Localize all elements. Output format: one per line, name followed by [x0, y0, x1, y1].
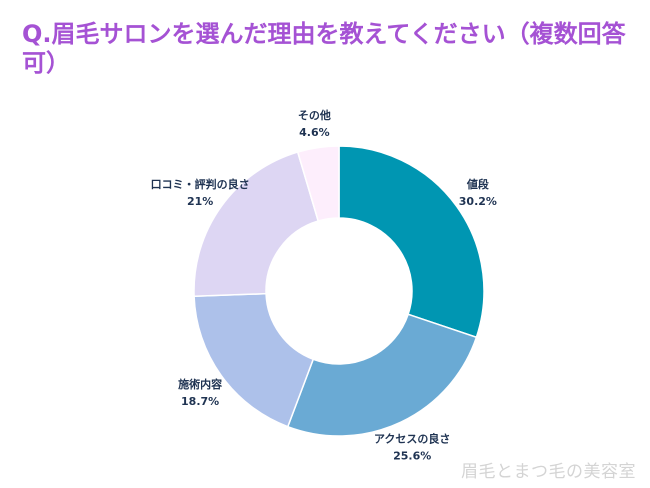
slice-value-0: 30.2% [459, 195, 497, 208]
slice-label-4: その他 [298, 108, 331, 122]
slice-label-3: 口コミ・評判の良さ [151, 177, 250, 191]
donut-slices [193, 145, 485, 437]
slice-label-0: 値段 [466, 177, 489, 191]
watermark: 眉毛とまつ毛の美容室 [461, 462, 636, 482]
slice-3 [193, 151, 320, 298]
slice-0 [338, 145, 485, 339]
slice-4 [296, 145, 340, 222]
slice-value-4: 4.6% [299, 126, 330, 139]
slice-1 [286, 313, 478, 437]
slice-value-2: 18.7% [181, 395, 219, 408]
slice-label-2: 施術内容 [178, 377, 222, 391]
slice-value-3: 21% [187, 195, 213, 208]
slice-label-1: アクセスの良さ [374, 432, 450, 446]
slice-labels: 値段 30.2% アクセスの良さ 25.6% 施術内容 18.7% 口コミ・評判の良さ 21%… [151, 108, 497, 463]
slice-value-1: 25.6% [393, 450, 431, 463]
chart-title: Q.眉毛サロンを選んだ理由を教えてください（複数回答可） [22, 20, 626, 77]
